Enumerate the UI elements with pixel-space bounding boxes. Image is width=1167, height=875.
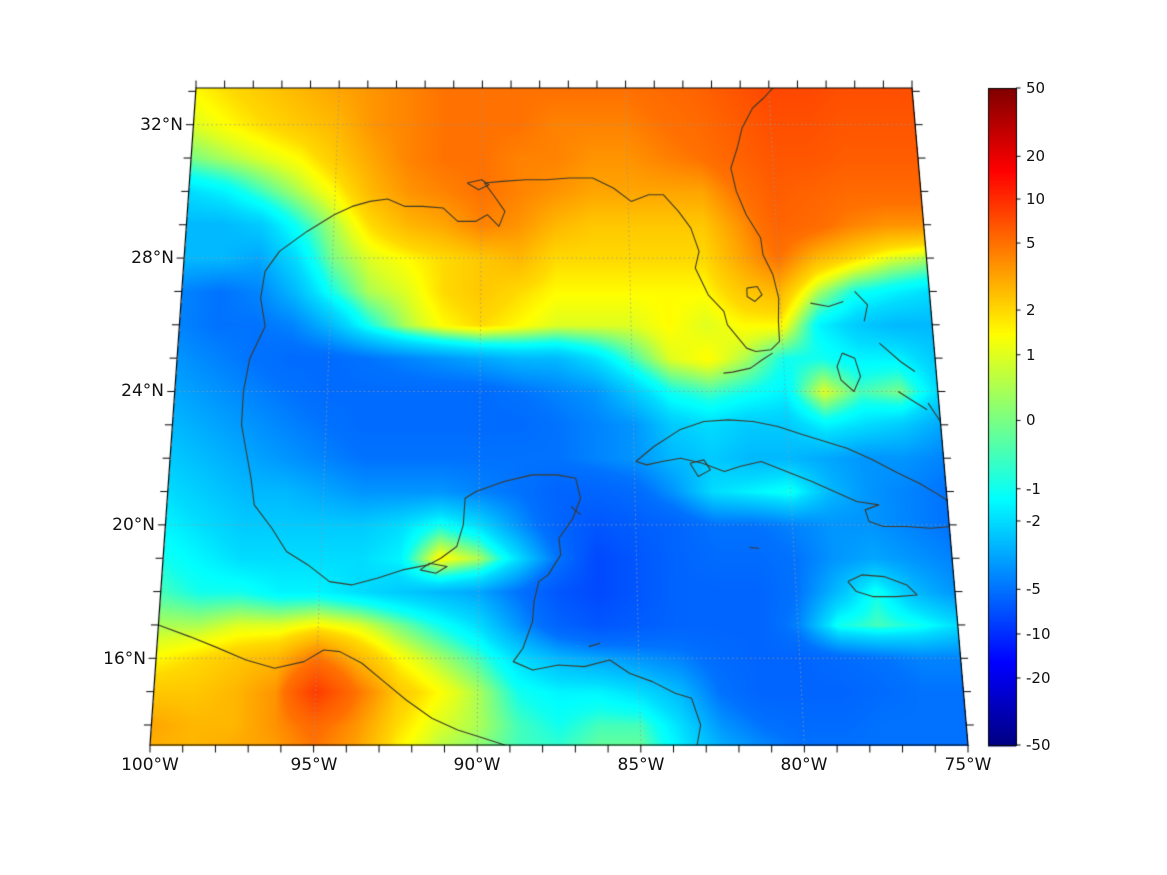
lat-tick-label-24n: 24°N: [121, 381, 164, 401]
lat-tick-label-28n: 28°N: [131, 248, 174, 268]
colorbar-tick-label-m2: -2: [1026, 512, 1041, 530]
lon-tick-label-100w: 100°W: [121, 755, 179, 775]
lon-tick-label-90w: 90°W: [453, 755, 501, 775]
colorbar-tick-label-m5: -5: [1026, 580, 1041, 598]
colorbar-tick-label-m1: -1: [1026, 480, 1041, 498]
colorbar-tick-label-1: 1: [1026, 346, 1036, 364]
lon-tick-label-95w: 95°W: [290, 755, 338, 775]
colorbar-tick-label-2: 2: [1026, 301, 1036, 319]
lat-tick-label-32n: 32°N: [140, 115, 183, 135]
colorbar-tick-label-m10: -10: [1026, 625, 1051, 643]
lon-tick-label-80w: 80°W: [780, 755, 828, 775]
colorbar-tick-label-m50: -50: [1026, 736, 1051, 754]
colorbar-tick-label-20: 20: [1026, 147, 1046, 165]
lat-tick-label-20n: 20°N: [112, 515, 155, 535]
colorbar-tick-label-5: 5: [1026, 234, 1036, 252]
lon-tick-label-75w: 75°W: [944, 755, 992, 775]
colorbar-tick-label-10: 10: [1026, 190, 1046, 208]
colorbar-tick-label-50: 50: [1026, 79, 1046, 97]
colorbar-tick-label-0: 0: [1026, 411, 1036, 429]
lon-tick-label-85w: 85°W: [617, 755, 665, 775]
lat-tick-label-16n: 16°N: [103, 649, 146, 669]
colorbar-tick-label-m20: -20: [1026, 669, 1051, 687]
